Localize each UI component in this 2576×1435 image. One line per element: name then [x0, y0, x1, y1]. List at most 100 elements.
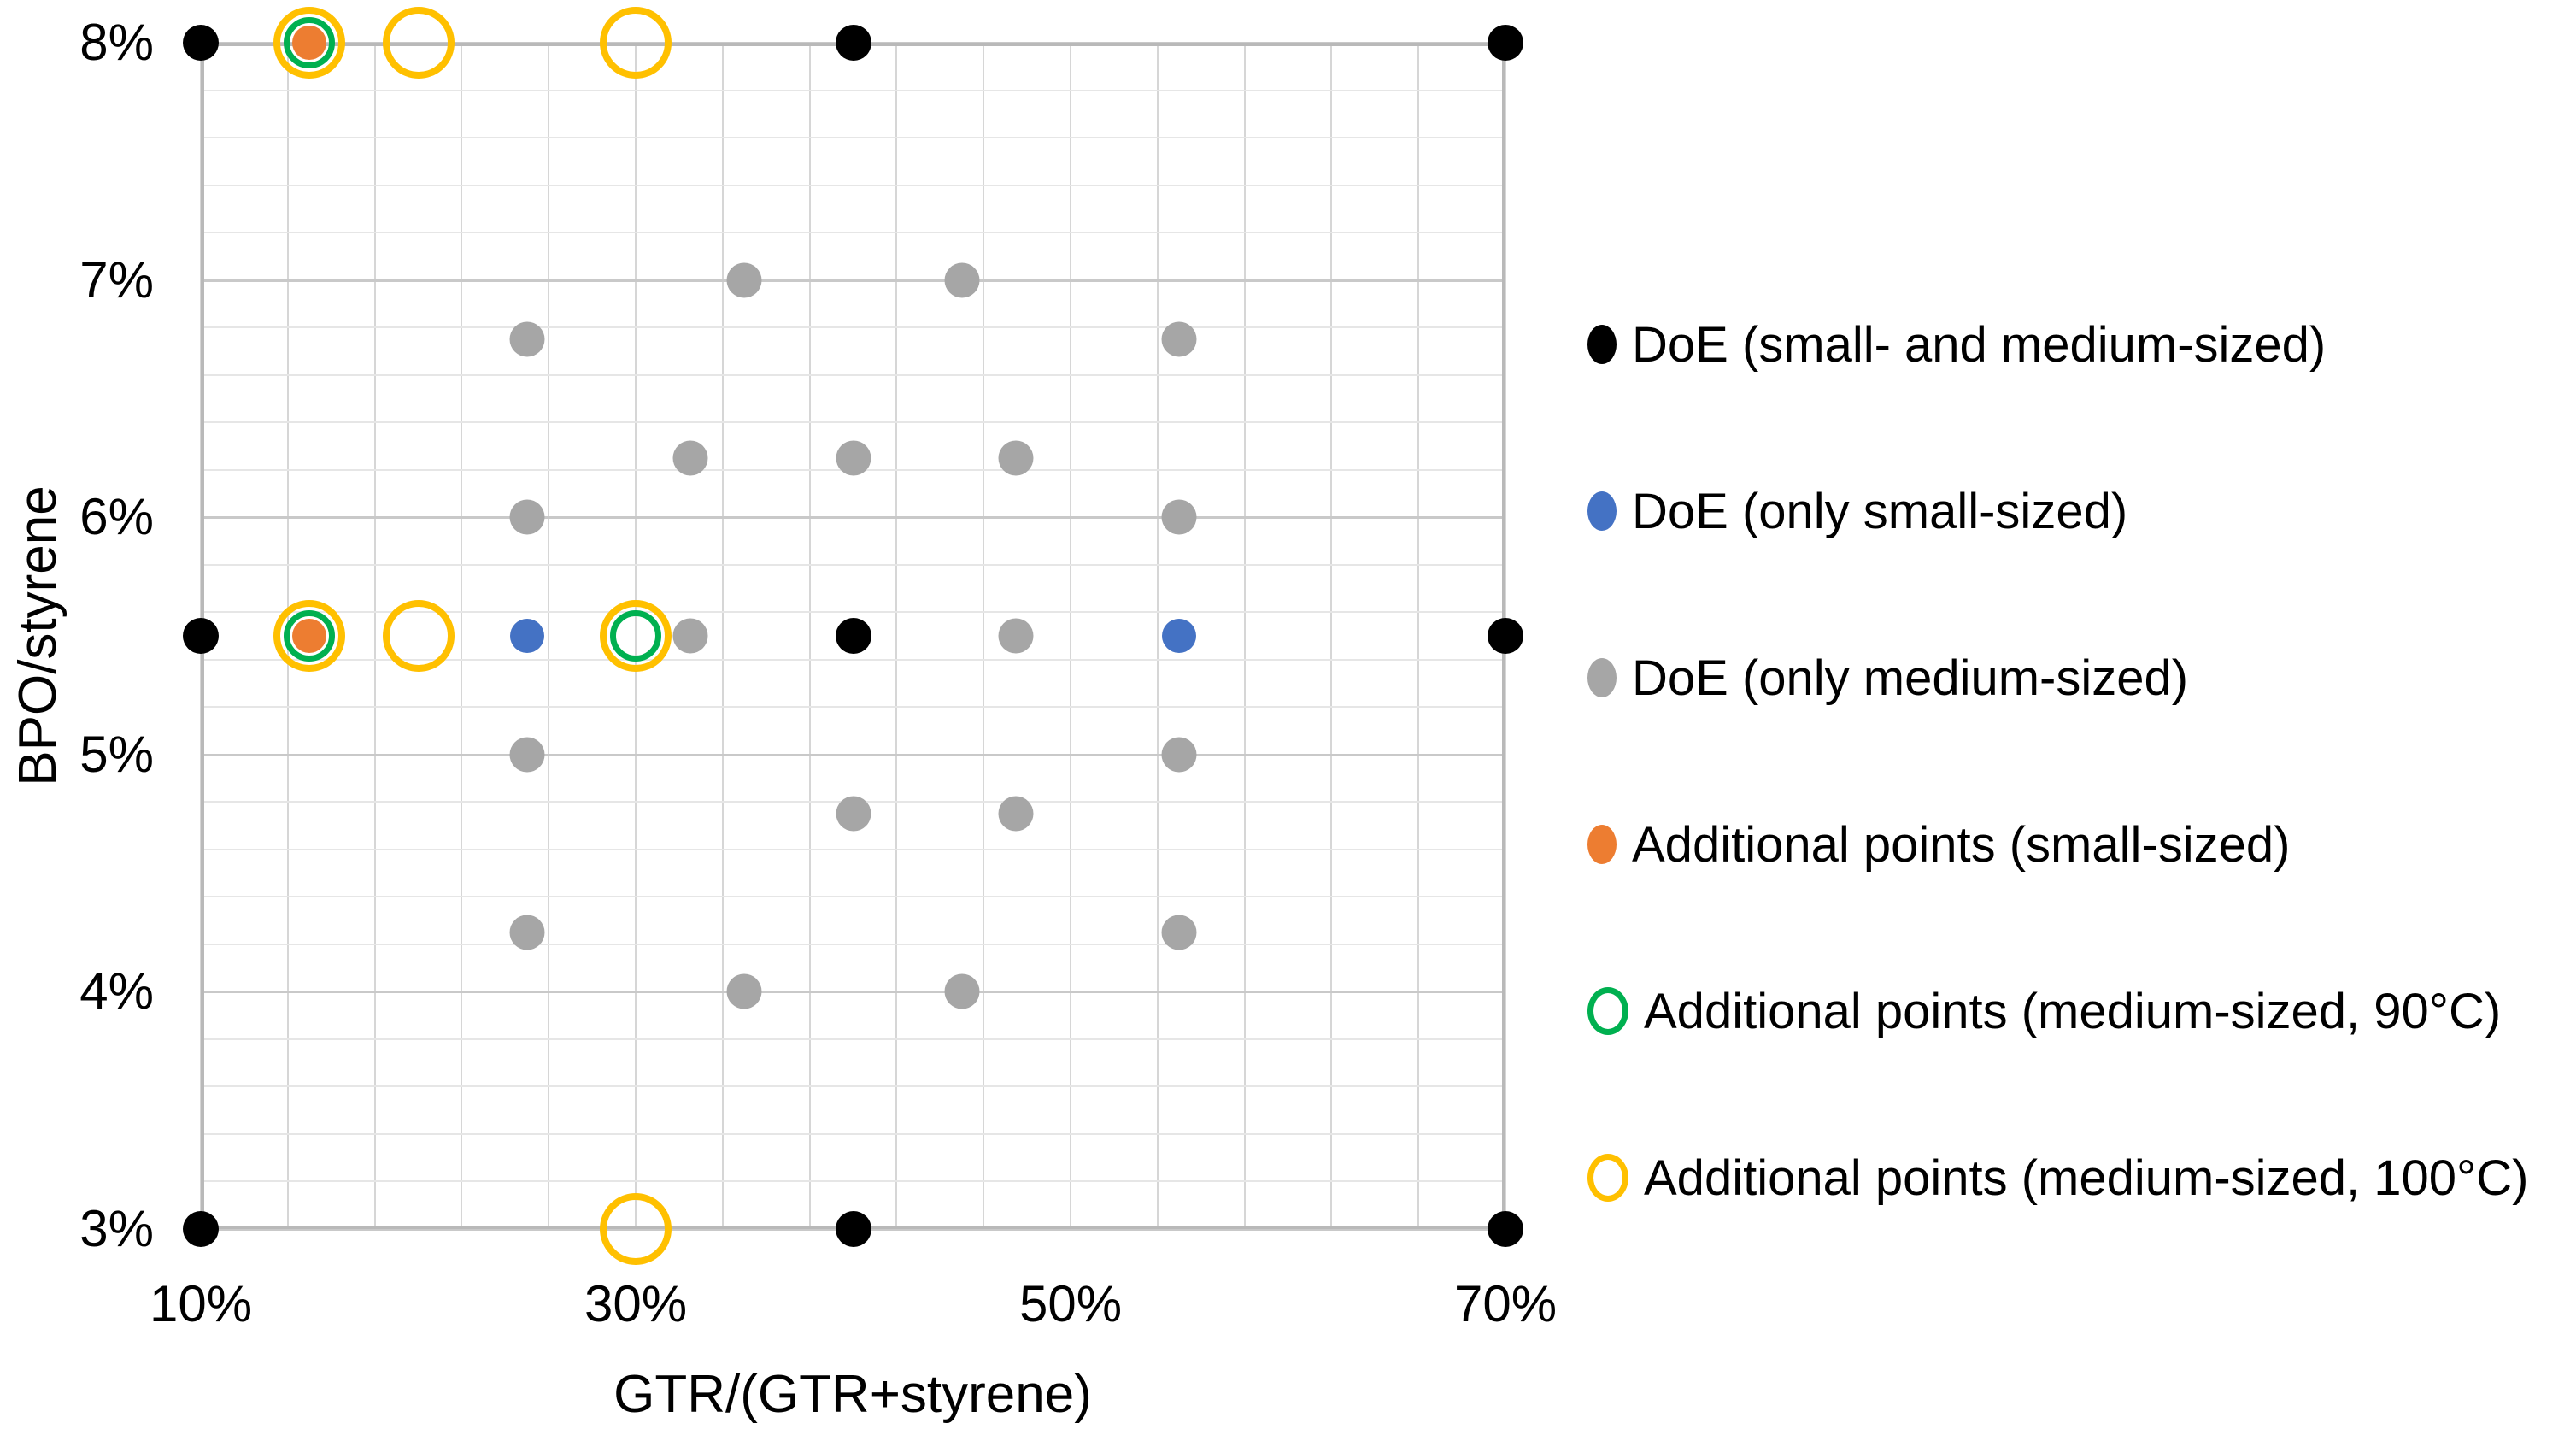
vertical-gridline: [808, 43, 811, 1229]
data-point: [998, 796, 1034, 832]
data-point: [836, 796, 871, 832]
vertical-gridline: [1156, 43, 1159, 1229]
legend-marker-filled-circle: [1587, 491, 1617, 531]
major-gridline: [201, 279, 1505, 282]
minor-gridline: [201, 137, 1505, 139]
y-tick-label: 4%: [79, 962, 154, 1020]
data-point: [726, 973, 762, 1009]
data-point: [509, 915, 545, 950]
x-axis-title: GTR/(GTR+styrene): [613, 1365, 1092, 1424]
minor-gridline: [201, 848, 1505, 850]
data-point: [835, 618, 871, 654]
data-point: [382, 7, 455, 79]
data-point: [509, 619, 544, 653]
data-point: [509, 321, 545, 357]
y-axis-title: BPO/styrene: [9, 485, 67, 786]
legend-marker-open-circle: [1587, 987, 1628, 1035]
minor-gridline: [201, 326, 1505, 329]
data-point: [1488, 25, 1523, 61]
data-point: [273, 600, 346, 672]
vertical-gridline: [1070, 43, 1071, 1229]
vertical-gridline: [461, 43, 463, 1229]
data-point: [998, 618, 1034, 654]
data-point: [672, 440, 708, 476]
data-point: [726, 262, 762, 298]
legend-label: DoE (only medium-sized): [1632, 650, 2189, 706]
minor-gridline: [201, 896, 1505, 898]
vertical-gridline: [721, 43, 724, 1229]
data-point: [1161, 321, 1197, 357]
data-point: [672, 618, 708, 654]
vertical-gridline: [1417, 43, 1420, 1229]
x-tick-label: 10%: [149, 1275, 253, 1332]
minor-gridline: [201, 658, 1505, 661]
data-point: [944, 973, 980, 1009]
legend-item: DoE (only medium-sized): [1587, 639, 2188, 716]
legend-label: Additional points (medium-sized, 100°C): [1644, 1150, 2529, 1206]
data-point: [835, 1211, 871, 1247]
data-point: [292, 619, 327, 653]
data-point: [600, 7, 672, 79]
data-point: [600, 600, 672, 672]
data-point: [1161, 915, 1197, 950]
data-point: [509, 737, 545, 773]
legend-marker-open-circle: [1587, 1154, 1628, 1202]
minor-gridline: [201, 611, 1505, 614]
data-point: [944, 262, 980, 298]
data-point: [1161, 499, 1197, 535]
data-point: [1488, 1211, 1523, 1247]
legend-item: DoE (small- and medium-sized): [1587, 306, 2326, 383]
legend-label: Additional points (small-sized): [1632, 816, 2291, 873]
legend-marker-filled-circle: [1587, 325, 1617, 364]
minor-gridline: [201, 1132, 1505, 1135]
data-point: [998, 440, 1034, 476]
x-tick-label: 70%: [1453, 1275, 1558, 1332]
legend-marker-filled-circle: [1587, 825, 1617, 864]
minor-gridline: [201, 89, 1505, 91]
minor-gridline: [201, 421, 1505, 424]
data-point: [284, 17, 336, 68]
legend-item: Additional points (small-sized): [1587, 806, 2290, 883]
vertical-gridline: [1330, 43, 1333, 1229]
data-point: [836, 440, 871, 476]
legend-label: Additional points (medium-sized, 90°C): [1644, 983, 2502, 1039]
y-tick-label: 7%: [79, 250, 154, 309]
vertical-gridline: [983, 43, 985, 1229]
x-tick-label: 30%: [584, 1275, 688, 1332]
data-point: [382, 600, 455, 672]
data-point: [1161, 737, 1197, 773]
data-point: [600, 1193, 672, 1265]
minor-gridline: [201, 373, 1505, 376]
y-tick-label: 6%: [79, 488, 154, 546]
vertical-gridline: [895, 43, 898, 1229]
vertical-gridline: [548, 43, 550, 1229]
legend-label: DoE (small- and medium-sized): [1632, 316, 2327, 373]
legend-label: DoE (only small-sized): [1632, 483, 2128, 539]
data-point: [183, 1211, 219, 1247]
data-point: [284, 610, 336, 662]
vertical-gridline: [373, 43, 376, 1229]
data-point: [183, 25, 219, 61]
legend-item: Additional points (medium-sized, 100°C): [1587, 1139, 2528, 1216]
minor-gridline: [201, 1085, 1505, 1088]
y-tick-label: 8%: [79, 14, 154, 71]
major-gridline: [201, 991, 1505, 994]
data-point: [1162, 619, 1197, 653]
data-point: [509, 499, 545, 535]
data-point: [273, 7, 346, 79]
legend-item: DoE (only small-sized): [1587, 473, 2127, 550]
data-point: [610, 610, 661, 662]
minor-gridline: [201, 1038, 1505, 1040]
legend-item: Additional points (medium-sized, 90°C): [1587, 973, 2501, 1050]
minor-gridline: [201, 706, 1505, 709]
minor-gridline: [201, 1180, 1505, 1183]
minor-gridline: [201, 184, 1505, 186]
legend-marker-filled-circle: [1587, 658, 1617, 697]
y-tick-label: 3%: [79, 1200, 154, 1257]
y-tick-label: 5%: [79, 725, 154, 783]
major-gridline: [201, 753, 1505, 756]
vertical-gridline: [1243, 43, 1246, 1229]
x-tick-label: 50%: [1018, 1275, 1123, 1332]
data-point: [183, 618, 219, 654]
